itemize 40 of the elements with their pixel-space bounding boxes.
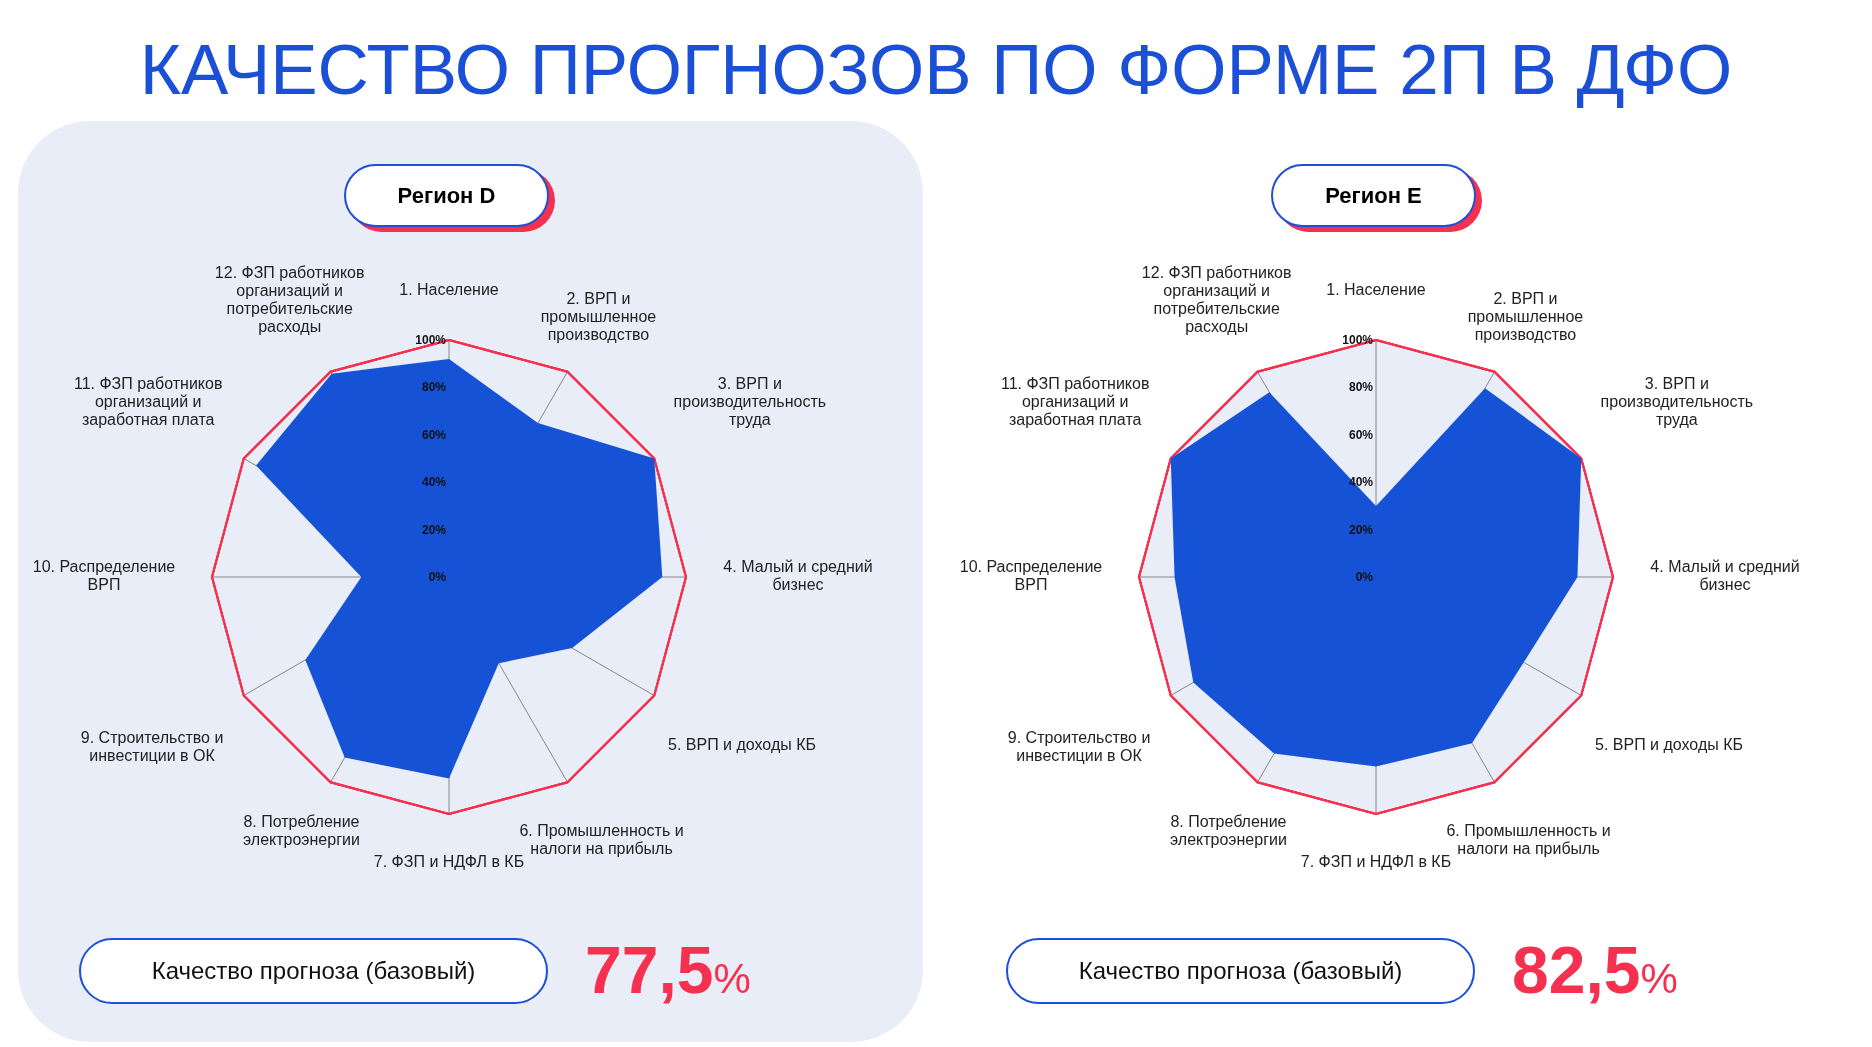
- y-tick-label: 100%: [415, 333, 447, 347]
- spoke-label: 7. ФЗП и НДФЛ в КБ: [1300, 852, 1452, 870]
- spoke-label: 12. ФЗП работников организаций и потребительские расходы: [1141, 263, 1292, 335]
- spoke-label: 9. Строительство и инвестиции в ОК: [1007, 729, 1151, 765]
- y-tick-label: 0%: [1355, 570, 1374, 584]
- y-tick-label: 40%: [421, 475, 447, 490]
- text: 77,5%: [585, 933, 751, 1007]
- y-tick-label: 0%: [428, 570, 447, 584]
- spoke-label: 11. ФЗП работников организаций и заработная плата: [73, 375, 223, 429]
- spoke-label: 12. ФЗП работников организаций и потребительские расходы: [214, 263, 365, 335]
- text: 82,5%: [1512, 933, 1678, 1007]
- y-tick-label: 80%: [421, 380, 447, 395]
- text: Качество прогноза (базовый): [79, 938, 548, 1004]
- spoke-label: 8. Потребление электроэнергии: [243, 813, 360, 849]
- chart-title: КАЧЕСТВО ПРОГНОЗОВ ПО ФОРМЕ 2П В ДФО: [138, 29, 1734, 111]
- spoke-label: 5. ВРП и доходы КБ: [668, 735, 817, 753]
- spoke-label: 10. Распределение ВРП: [32, 557, 176, 593]
- y-tick-label: 20%: [421, 522, 447, 537]
- chart-subtitle: Регион E: [1271, 164, 1476, 227]
- spoke-label: 3. ВРП и производительность труда: [673, 375, 827, 429]
- spoke-label: 10. Распределение ВРП: [959, 557, 1103, 593]
- spoke-label: 1. Население: [399, 280, 499, 298]
- text: Качество прогноза (базовый): [1006, 938, 1475, 1004]
- spoke-label: 11. ФЗП работников организаций и заработная плата: [1000, 375, 1150, 429]
- spoke-label: 4. Малый и средний бизнес: [1650, 557, 1800, 593]
- spoke-label: 3. ВРП и производительность труда: [1600, 375, 1754, 429]
- spoke-label: 4. Малый и средний бизнес: [723, 557, 873, 593]
- spoke-label: 1. Население: [1326, 280, 1426, 298]
- y-tick-label: 60%: [421, 427, 447, 442]
- y-tick-label: 80%: [1348, 380, 1374, 395]
- chart-subtitle: Регион D: [344, 164, 549, 227]
- spoke-label: 2. ВРП и промышленное производство: [1467, 289, 1584, 343]
- y-tick-label: 20%: [1348, 522, 1374, 537]
- spoke-label: 9. Строительство и инвестиции в ОК: [80, 729, 224, 765]
- spoke-label: 2. ВРП и промышленное производство: [540, 289, 657, 343]
- spoke-label: 7. ФЗП и НДФЛ в КБ: [373, 852, 525, 870]
- y-tick-label: 60%: [1348, 427, 1374, 442]
- spoke-label: 5. ВРП и доходы КБ: [1595, 735, 1744, 753]
- spoke-label: 8. Потребление электроэнергии: [1170, 813, 1287, 849]
- y-tick-label: 100%: [1342, 333, 1374, 347]
